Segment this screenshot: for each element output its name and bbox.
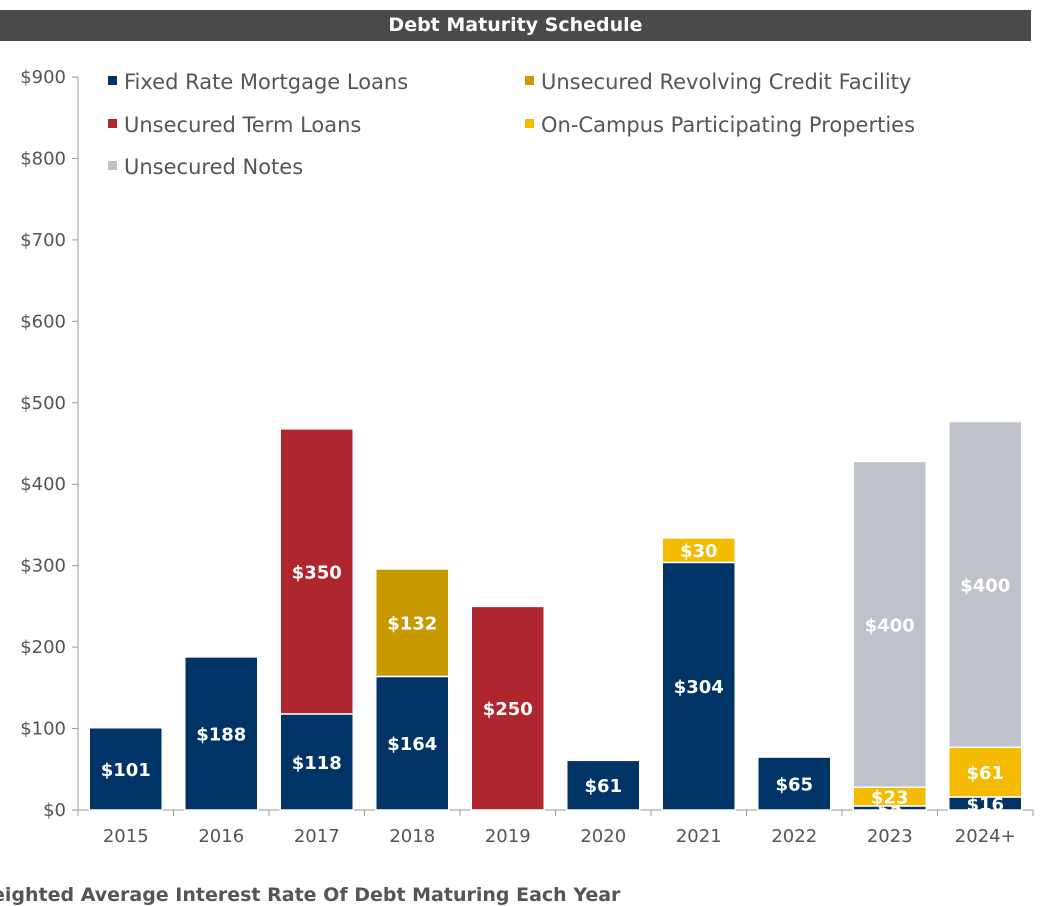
data-label: $250: [483, 699, 533, 720]
bar-segment: [661, 537, 736, 564]
y-tick-label: $200: [20, 637, 66, 658]
data-label: $400: [865, 615, 915, 636]
y-tick-label: $0: [43, 800, 66, 821]
data-label: $188: [196, 724, 246, 745]
debt-maturity-chart: $0 $100 $200 $300 $400 $500 $600 $700 $800 $900 $1…: [20, 67, 1034, 847]
y-tick-label: $700: [20, 230, 66, 251]
x-tick-label: 2024+: [955, 826, 1016, 847]
footer-heading: eighted Average Interest Rate Of Debt Ma…: [0, 884, 621, 906]
data-label: $164: [387, 734, 437, 755]
data-label: $400: [960, 575, 1010, 596]
legend-swatch: [108, 118, 117, 128]
bar-segment: [757, 756, 832, 811]
legend-item: Fixed Rate Mortgage Loans: [108, 70, 408, 94]
legend-label: Unsecured Term Loans: [124, 113, 362, 137]
x-tick-label: 2020: [580, 826, 626, 847]
y-tick-label: $400: [20, 474, 66, 495]
x-tick-label: 2017: [294, 826, 340, 847]
data-label: $65: [775, 775, 813, 796]
y-tick-label: $600: [20, 311, 66, 332]
data-label: $304: [674, 677, 724, 698]
legend-label: Unsecured Notes: [124, 155, 304, 179]
bar-segment: [184, 656, 259, 811]
legend-swatch: [108, 75, 117, 85]
y-tick-label: $300: [20, 556, 66, 577]
bar-segment: [661, 561, 736, 811]
y-tick-label: $800: [20, 148, 66, 169]
bar-segment: [375, 675, 450, 811]
legend-item: Unsecured Revolving Credit Facility: [525, 70, 911, 94]
x-tick-label: 2022: [771, 826, 817, 847]
bar-segment: [566, 759, 641, 811]
chart-title: Debt Maturity Schedule: [0, 10, 1031, 41]
x-tick-label: 2016: [198, 826, 244, 847]
legend-label: On-Campus Participating Properties: [541, 113, 916, 137]
legend-item: Unsecured Term Loans: [108, 113, 361, 137]
data-label: $350: [292, 562, 342, 583]
legend-swatch: [525, 75, 534, 85]
data-label: $61: [584, 776, 622, 797]
x-tick-label: 2018: [389, 826, 435, 847]
data-label: $30: [680, 541, 718, 562]
data-label: $118: [292, 753, 342, 774]
legend-swatch: [525, 118, 534, 128]
x-tick-label: 2021: [676, 826, 722, 847]
bar-segment: [470, 605, 545, 811]
legend-swatch: [108, 160, 117, 170]
bar-segment: [948, 420, 1023, 749]
data-label: $132: [387, 614, 437, 635]
bar-segment: [279, 713, 354, 811]
y-tick-label: $100: [20, 719, 66, 740]
legend-label: Unsecured Revolving Credit Facility: [541, 70, 912, 94]
bar-segment: [279, 428, 354, 715]
data-label: $16: [966, 794, 1004, 815]
data-label: $23: [871, 788, 909, 809]
y-tick-label: $500: [20, 393, 66, 414]
legend-item: Unsecured Notes: [108, 155, 303, 179]
bar-segment: [375, 568, 450, 678]
data-label: $101: [101, 760, 151, 781]
x-tick-label: 2019: [485, 826, 531, 847]
legend-item: On-Campus Participating Properties: [525, 113, 915, 137]
x-tick-label: 2023: [867, 826, 913, 847]
data-label: $61: [966, 763, 1004, 784]
bar-segment: [88, 726, 163, 811]
x-tick-label: 2015: [103, 826, 149, 847]
legend-label: Fixed Rate Mortgage Loans: [124, 70, 409, 94]
bar-segment: [852, 460, 927, 788]
y-tick-label: $900: [20, 67, 66, 88]
